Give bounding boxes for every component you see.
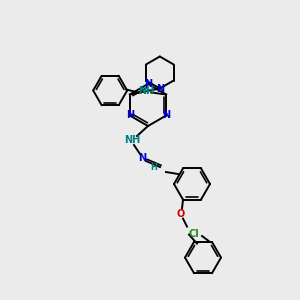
Text: O: O [177,208,185,219]
Text: NH: NH [124,135,140,145]
Text: N: N [138,153,146,163]
Text: N: N [162,110,170,121]
Text: Cl: Cl [189,229,200,239]
Text: N: N [144,79,152,89]
Text: N: N [126,110,134,121]
Text: H: H [151,164,158,172]
Text: NH: NH [138,86,154,97]
Text: N: N [156,83,164,94]
